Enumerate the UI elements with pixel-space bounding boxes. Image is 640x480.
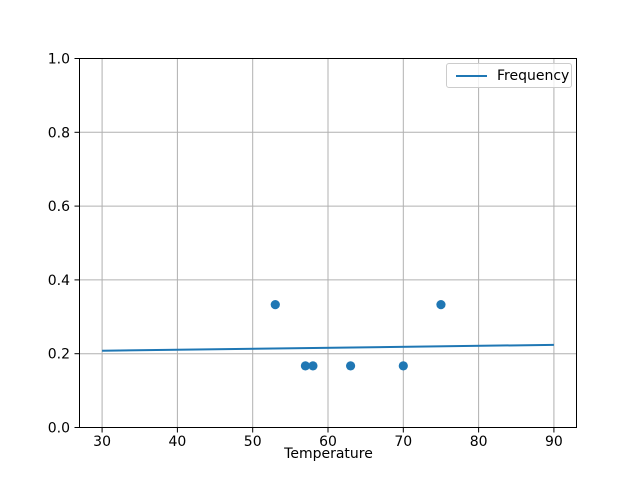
legend: Frequency: [446, 63, 572, 88]
trend-line: [102, 343, 554, 352]
data-point: [398, 361, 408, 371]
data-point: [300, 361, 311, 371]
x-tick-label: 70: [394, 434, 412, 450]
x-tick-label: 50: [244, 434, 262, 450]
y-tick-label: 0.8: [48, 125, 70, 141]
y-tick-label: 0.2: [48, 347, 70, 363]
x-tick-label: 80: [470, 434, 488, 450]
x-tick-label: 40: [168, 434, 186, 450]
data-point: [270, 300, 280, 310]
legend-line-sample: [456, 74, 487, 77]
x-tick-label: 60: [319, 434, 337, 450]
y-tick-label: 0.6: [48, 199, 70, 215]
y-tick-label: 0.0: [48, 421, 70, 437]
x-tick-label: 30: [93, 434, 111, 450]
data-point: [308, 361, 318, 371]
y-tick-label: 0.4: [48, 273, 70, 289]
data-point: [436, 300, 446, 310]
data-point: [345, 361, 356, 371]
x-tick-label: 90: [545, 434, 563, 450]
legend-label: Frequency: [497, 67, 570, 84]
y-tick-label: 1.0: [48, 52, 70, 68]
